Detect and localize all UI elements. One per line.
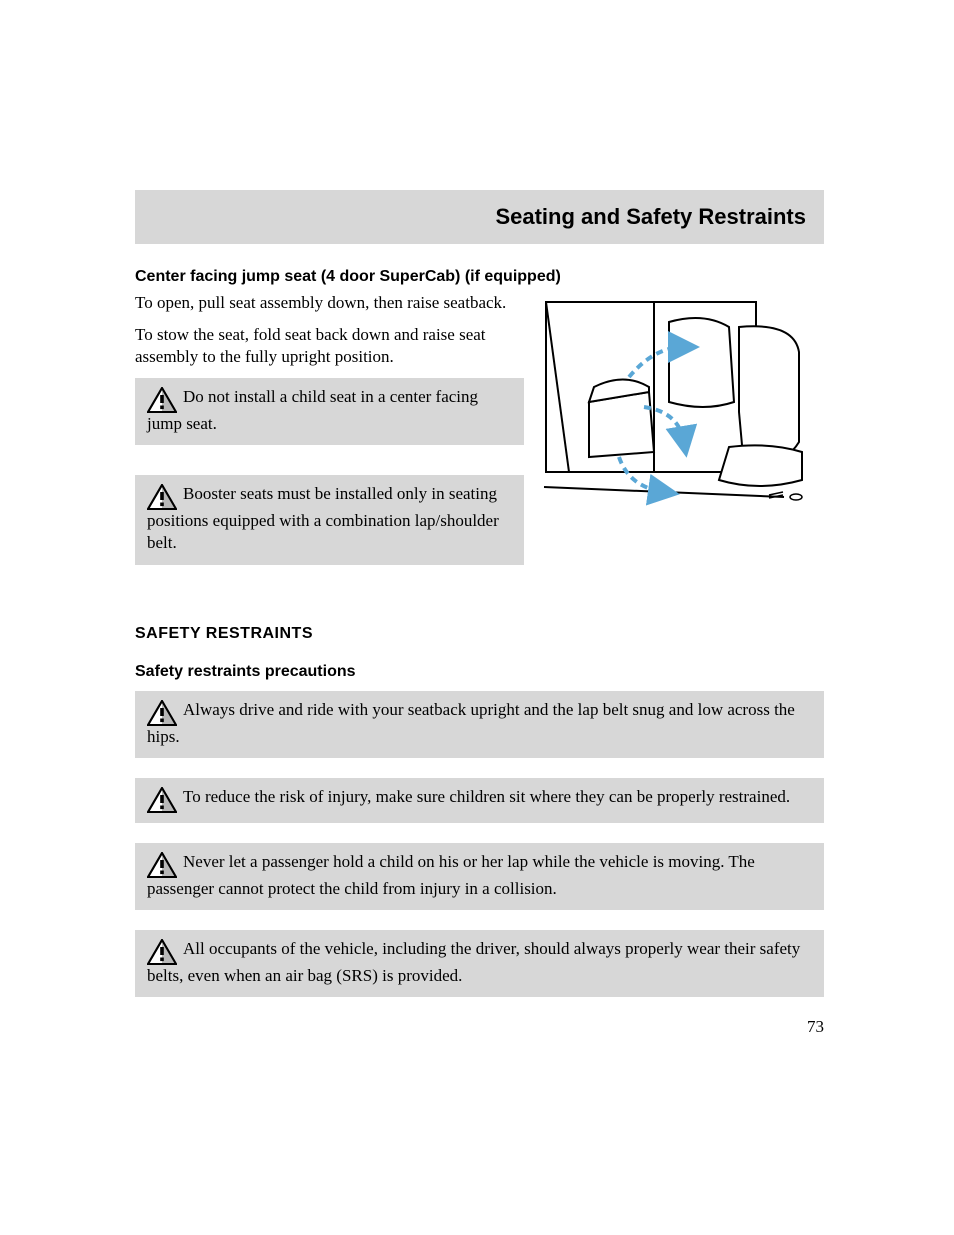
paragraph-open: To open, pull seat assembly down, then r… [135, 292, 524, 314]
warning-box-seatback: Always drive and ride with your seatback… [135, 691, 824, 758]
section-title-jump-seat: Center facing jump seat (4 door SuperCab… [135, 268, 824, 286]
page: Seating and Safety Restraints Center fac… [0, 0, 954, 1137]
warning-text: To reduce the risk of injury, make sure … [183, 787, 790, 806]
warning-icon [147, 700, 177, 726]
seat-illustration [534, 292, 824, 522]
warning-box-all-occupants: All occupants of the vehicle, including … [135, 930, 824, 997]
warning-box-booster: Booster seats must be installed only in … [135, 475, 524, 564]
page-number: 73 [135, 1017, 824, 1037]
warning-icon [147, 852, 177, 878]
heading-safety-restraints: SAFETY RESTRAINTS [135, 625, 824, 643]
warning-icon [147, 484, 177, 510]
paragraph-stow: To stow the seat, fold seat back down an… [135, 324, 524, 368]
warning-text: Always drive and ride with your seatback… [147, 700, 795, 746]
warning-text: All occupants of the vehicle, including … [147, 939, 800, 985]
warning-icon [147, 387, 177, 413]
body-row: To open, pull seat assembly down, then r… [135, 292, 824, 585]
warning-box-children: To reduce the risk of injury, make sure … [135, 778, 824, 823]
warning-icon [147, 939, 177, 965]
warning-text: Do not install a child seat in a center … [147, 387, 478, 433]
header-bar: Seating and Safety Restraints [135, 190, 824, 244]
warning-text: Never let a passenger hold a child on hi… [147, 852, 755, 898]
warning-box-child-seat: Do not install a child seat in a center … [135, 378, 524, 445]
header-title: Seating and Safety Restraints [495, 204, 806, 229]
subheading-precautions: Safety restraints precautions [135, 663, 824, 681]
warning-icon [147, 787, 177, 813]
warning-box-lap-child: Never let a passenger hold a child on hi… [135, 843, 824, 910]
body-left-column: To open, pull seat assembly down, then r… [135, 292, 524, 585]
warning-text: Booster seats must be installed only in … [147, 484, 499, 552]
